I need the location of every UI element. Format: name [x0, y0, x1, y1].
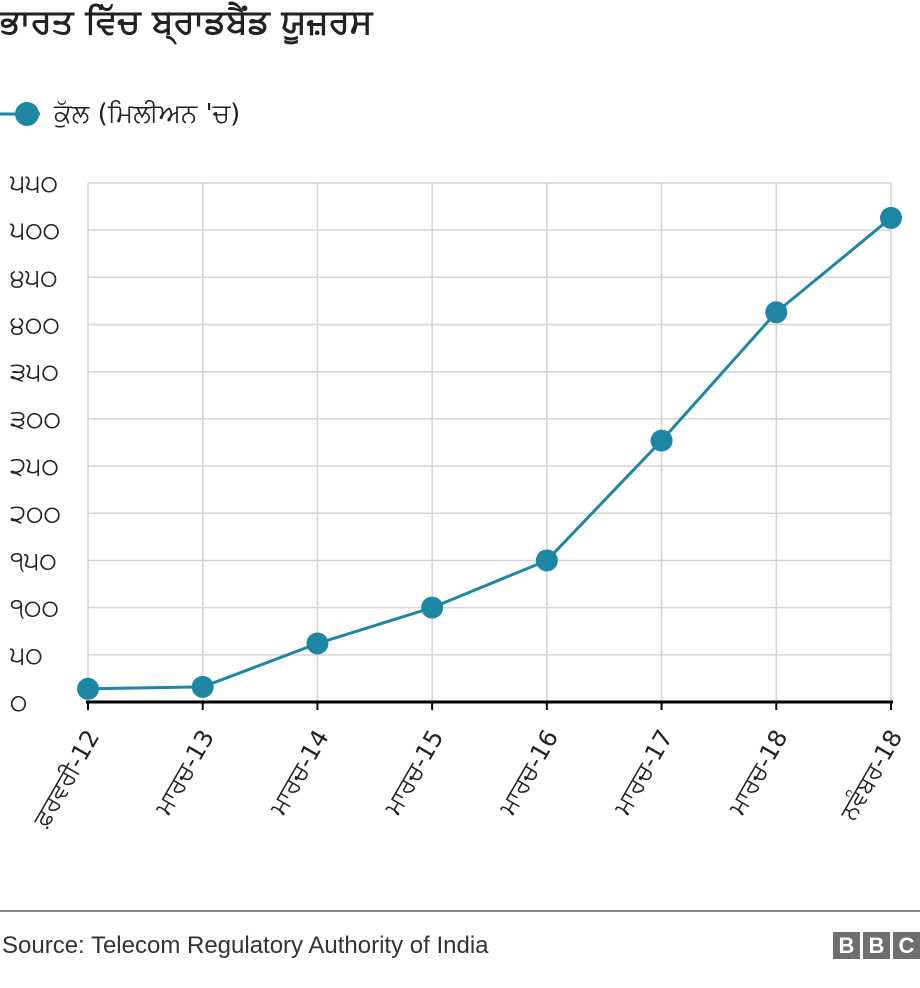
y-tick-label: ੪੫੦ — [10, 263, 58, 293]
logo-letter: C — [893, 932, 920, 959]
line-chart: ੦ ੫੦ ੧੦੦ ੧੫੦ ੨੦੦ ੨੫੦ ੩੦੦ ੩੫੦ ੪੦੦ ੪੫੦ ੫੦੦ ੫੫੦ ਫ਼ਰਵਰੀ-… — [10, 169, 908, 832]
chart-title: ਭਾਰਤ ਵਿੱਚ ਬ੍ਰਾਡਬੈਂਡ ਯੂਜ਼ਰਸ — [0, 2, 373, 42]
data-point — [191, 675, 214, 698]
y-tick-label: ੫੦੦ — [10, 216, 60, 246]
y-tick-label: ੧੫੦ — [10, 546, 57, 576]
x-tick-label: ਮਾਰਚ-14 — [263, 725, 334, 820]
data-point — [765, 301, 788, 324]
y-tick-label: ੨੦੦ — [10, 499, 61, 529]
y-tick-label: ੪੦੦ — [10, 311, 60, 341]
y-tick-label: ੩੫੦ — [10, 358, 59, 388]
legend: ਕੁੱਲ (ਮਿਲੀਅਨ 'ਚ) — [0, 92, 240, 136]
data-point — [535, 549, 558, 572]
y-tick-label: ੫੫੦ — [10, 169, 58, 199]
data-point — [880, 206, 902, 229]
y-tick-label: ੨੫੦ — [10, 452, 59, 482]
logo-letter: B — [863, 932, 890, 959]
x-tick-label: ਮਾਰਚ-13 — [149, 725, 220, 820]
x-tick-label: ਮਾਰਚ-17 — [608, 725, 679, 820]
x-tick-label: ਮਾਰਚ-18 — [722, 725, 793, 820]
x-tick-label: ਨਵੰਬਰ-18 — [834, 725, 908, 826]
y-tick-label: ੦ — [10, 688, 27, 718]
legend-marker — [0, 102, 40, 126]
footer-divider — [0, 910, 920, 912]
legend-label: ਕੁੱਲ (ਮਿਲੀਅਨ 'ਚ) — [54, 98, 241, 129]
source-note: Source: Telecom Regulatory Authority of … — [2, 932, 489, 959]
x-tick-label: ਮਾਰਚ-16 — [493, 725, 564, 820]
y-tick-label: ੩੦੦ — [10, 405, 61, 435]
y-tick-label: ੫੦ — [10, 641, 43, 671]
data-point — [306, 632, 329, 655]
bbc-logo: B B C — [833, 932, 920, 959]
data-point — [650, 429, 673, 452]
y-tick-label: ੧੦੦ — [10, 594, 59, 624]
series-line — [87, 216, 892, 691]
x-tick-label: ਮਾਰਚ-15 — [378, 725, 449, 820]
data-point — [421, 596, 444, 619]
x-tick-label: ਫ਼ਰਵਰੀ-12 — [27, 725, 105, 832]
data-point — [77, 677, 99, 700]
logo-letter: B — [833, 932, 860, 959]
